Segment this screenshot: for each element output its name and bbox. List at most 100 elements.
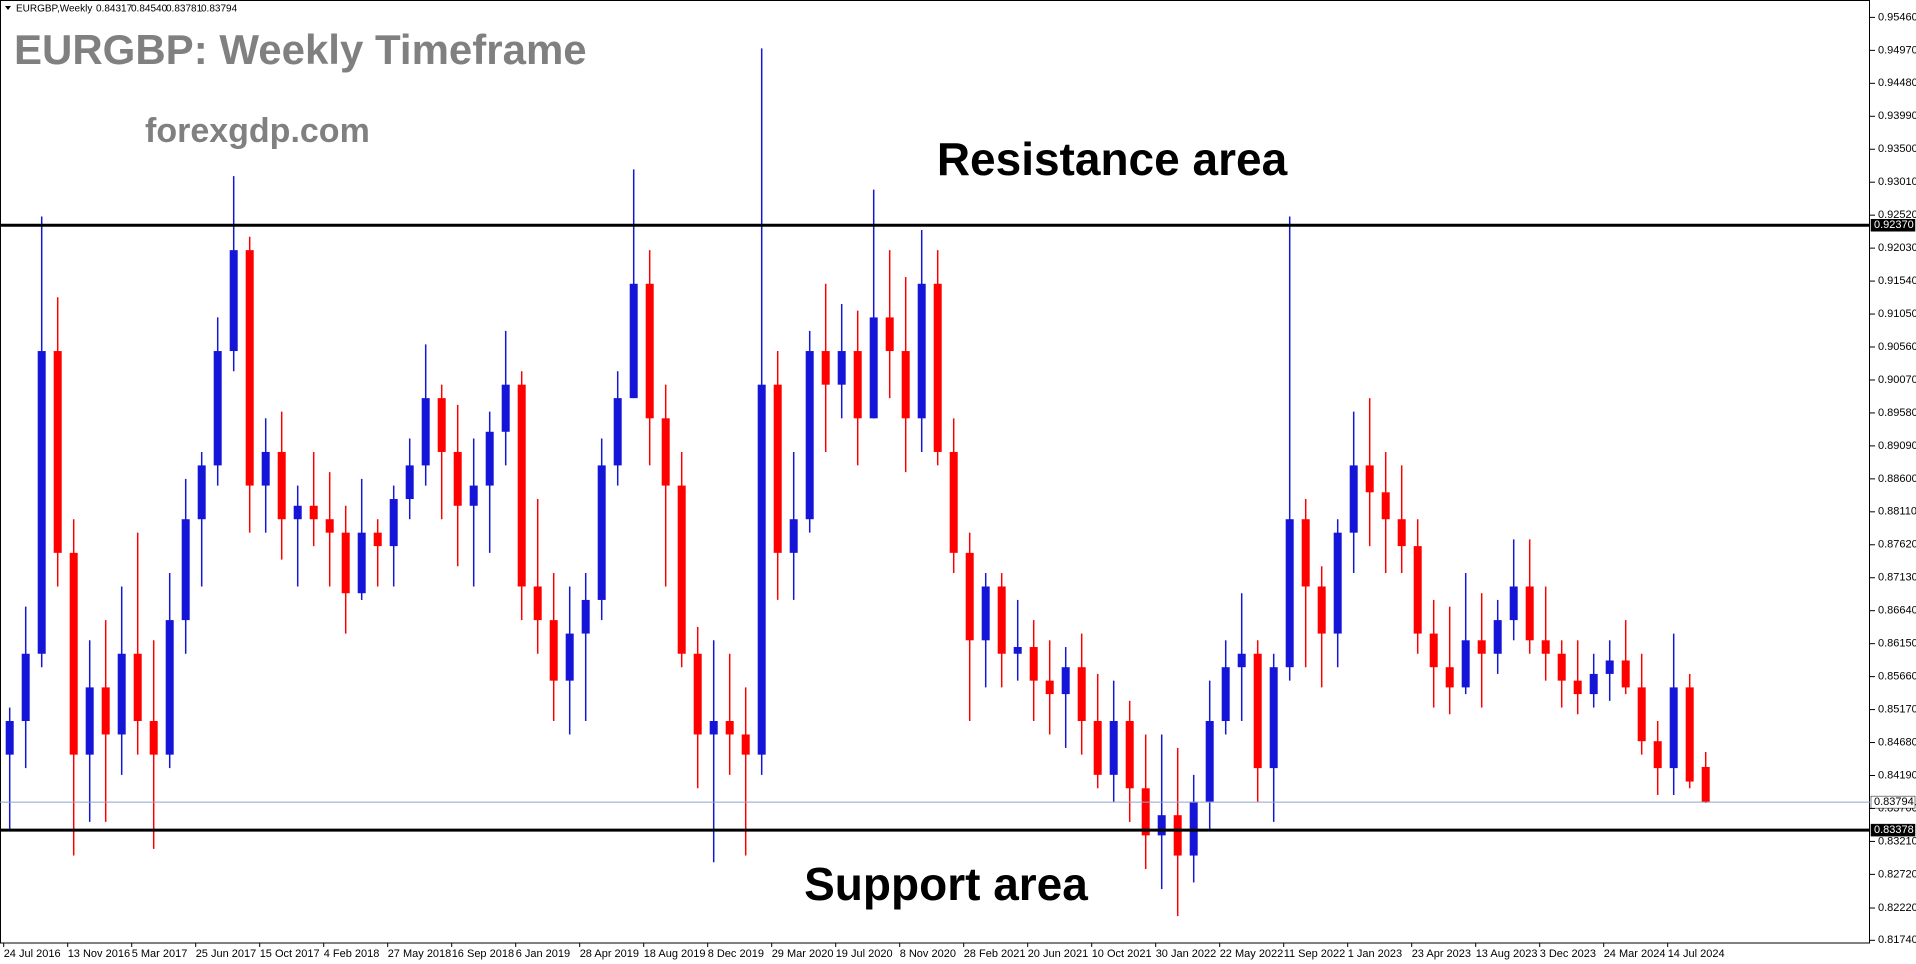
candle-body <box>437 398 446 452</box>
header-low: 0.83781 <box>166 4 203 15</box>
candle-body <box>1317 586 1326 634</box>
candle-body <box>1381 492 1390 520</box>
x-tick-label: 8 Nov 2020 <box>900 948 956 960</box>
x-tick-label: 28 Apr 2019 <box>580 948 639 960</box>
candle-body <box>885 317 894 352</box>
candle-body <box>181 519 190 621</box>
candle-body <box>421 398 430 466</box>
header-close: 0.83794 <box>201 4 238 15</box>
candle-body <box>1429 633 1438 668</box>
candle-body <box>613 398 622 466</box>
candle-body <box>981 586 990 641</box>
y-tick-label: 0.90560 <box>1878 341 1916 353</box>
x-tick-label: 18 Aug 2019 <box>644 948 706 960</box>
candle-body <box>949 451 958 553</box>
x-tick-label: 5 Mar 2017 <box>132 948 188 960</box>
x-tick-label: 19 Jul 2020 <box>836 948 893 960</box>
y-tick-label: 0.93010 <box>1878 176 1916 188</box>
candle-body <box>1045 680 1054 695</box>
y-tick-label: 0.82720 <box>1878 868 1916 880</box>
x-tick-label: 30 Jan 2022 <box>1156 948 1217 960</box>
y-tick-label: 0.90070 <box>1878 374 1916 386</box>
candle-body <box>1237 653 1246 668</box>
candle-body <box>917 283 926 419</box>
candle-body <box>325 519 334 533</box>
candle-body <box>581 599 590 634</box>
candle-body <box>965 552 974 641</box>
candle-body <box>741 734 750 755</box>
candle-body <box>1109 721 1118 775</box>
candle-body <box>117 653 126 735</box>
resistance-line-box <box>1870 219 1916 232</box>
candle-body <box>229 250 238 352</box>
support-annotation: Support area <box>804 858 1088 910</box>
candle-body <box>53 351 62 553</box>
y-tick-label: 0.92520 <box>1878 209 1916 221</box>
candle-body <box>805 351 814 520</box>
candle-body <box>645 283 654 419</box>
candle-body <box>1397 519 1406 547</box>
candle-body <box>197 465 206 520</box>
candle-body <box>693 653 702 735</box>
candle-body <box>37 351 46 654</box>
y-tick-label: 0.85660 <box>1878 671 1916 683</box>
candle-body <box>405 465 414 500</box>
candle-body <box>853 351 862 419</box>
x-tick-label: 6 Jan 2019 <box>516 948 570 960</box>
candle-body <box>821 351 830 385</box>
y-tick-label: 0.89090 <box>1878 440 1916 452</box>
candle-body <box>677 485 686 654</box>
candle-body <box>1093 721 1102 775</box>
x-tick-label: 8 Dec 2019 <box>708 948 764 960</box>
candle-body <box>1253 653 1262 769</box>
candle-body <box>165 620 174 755</box>
candle-body <box>1349 465 1358 533</box>
candle-body <box>773 384 782 553</box>
y-tick-label: 0.83210 <box>1878 835 1916 847</box>
candle-body <box>309 505 318 520</box>
x-tick-label: 10 Oct 2021 <box>1092 948 1152 960</box>
x-tick-label: 29 Mar 2020 <box>772 948 834 960</box>
candle-body <box>1477 640 1486 654</box>
x-tick-label: 14 Jul 2024 <box>1668 948 1725 960</box>
y-tick-label: 0.81740 <box>1878 934 1916 946</box>
candle-body <box>357 532 366 594</box>
candle-body <box>1589 673 1598 695</box>
candle-body <box>1285 519 1294 668</box>
y-tick-label: 0.87620 <box>1878 539 1916 551</box>
candle-body <box>997 586 1006 654</box>
candle-body <box>1333 532 1342 634</box>
candle-body <box>261 451 270 486</box>
x-tick-label: 27 May 2018 <box>388 948 452 960</box>
candle-body <box>1061 667 1070 695</box>
candle-body <box>517 384 526 587</box>
x-tick-label: 20 Jun 2021 <box>1028 948 1089 960</box>
candle-body <box>213 351 222 466</box>
candle-body <box>1413 546 1422 634</box>
support-line-box <box>1870 823 1916 837</box>
candle-body <box>629 283 638 399</box>
resistance-annotation: Resistance area <box>937 133 1288 185</box>
candle-body <box>485 431 494 486</box>
x-tick-label: 23 Apr 2023 <box>1412 948 1471 960</box>
x-tick-label: 1 Jan 2023 <box>1348 948 1402 960</box>
candle-body <box>725 721 734 735</box>
y-tick-label: 0.91540 <box>1878 275 1916 287</box>
header-high: 0.84540 <box>131 4 168 15</box>
plot-frame <box>0 0 1870 944</box>
candle-body <box>453 451 462 506</box>
y-tick-label: 0.88110 <box>1878 506 1916 518</box>
candle-body <box>1573 680 1582 695</box>
y-tick-label: 0.82220 <box>1878 902 1916 914</box>
x-tick-label: 11 Sep 2022 <box>1284 948 1346 960</box>
candle-body <box>1221 667 1230 722</box>
y-tick-label: 0.95460 <box>1878 11 1916 23</box>
candle-body <box>133 653 142 722</box>
x-tick-label: 28 Feb 2021 <box>964 948 1026 960</box>
x-tick-label: 16 Sep 2018 <box>452 948 514 960</box>
candle-body <box>1509 586 1518 621</box>
chart-subtitle: forexgdp.com <box>145 112 370 150</box>
candle-body <box>837 351 846 385</box>
x-tick-label: 24 Mar 2024 <box>1604 948 1666 960</box>
